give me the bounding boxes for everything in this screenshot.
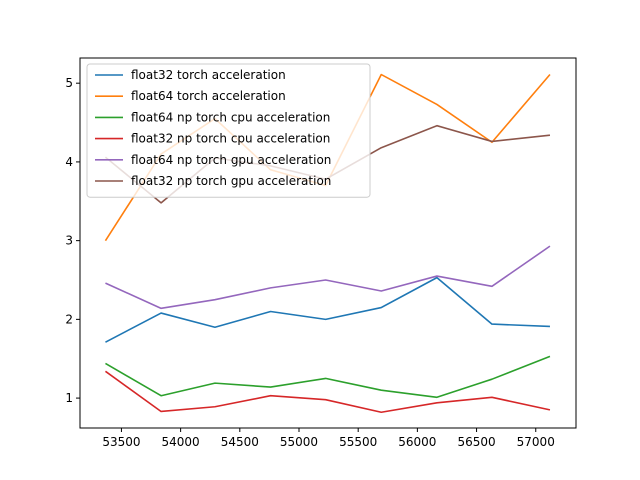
series-line-1: [105, 276, 550, 343]
legend-label: float64 torch acceleration: [131, 89, 286, 103]
y-tick-label: 5: [65, 76, 73, 90]
legend-label: float32 torch acceleration: [131, 68, 286, 82]
series-line-4: [104, 370, 551, 414]
x-tick-label: 56500: [457, 435, 495, 449]
x-tick-label: 54500: [221, 435, 259, 449]
legend: float32 torch acceleration float64 torch …: [86, 63, 371, 198]
legend-label: float32 np torch cpu acceleration: [131, 132, 330, 146]
y-tick-label: 2: [65, 312, 73, 326]
x-tick-label: 54000: [162, 435, 200, 449]
x-tick-label: 56000: [398, 435, 436, 449]
legend-box: [86, 63, 371, 198]
plot-frame: [79, 57, 577, 429]
x-tick-label: 55000: [280, 435, 318, 449]
y-tick-label: 3: [65, 234, 73, 248]
axes-layer: 53500 54000 54500 55000 55500 56000 56500 57000…: [65, 76, 554, 449]
legend-label: float64 np torch cpu acceleration: [131, 110, 330, 124]
y-tick-label: 4: [65, 155, 73, 169]
series-line-5: [105, 245, 551, 310]
x-tick-label: 55500: [339, 435, 377, 449]
legend-label: float64 np torch gpu acceleration: [131, 153, 331, 167]
series-line-3: [105, 355, 551, 399]
legend-label: float32 np torch gpu acceleration: [131, 174, 331, 188]
y-tick-label: 1: [65, 391, 73, 405]
x-tick-label: 57000: [517, 435, 555, 449]
x-tick-label: 53500: [102, 435, 140, 449]
